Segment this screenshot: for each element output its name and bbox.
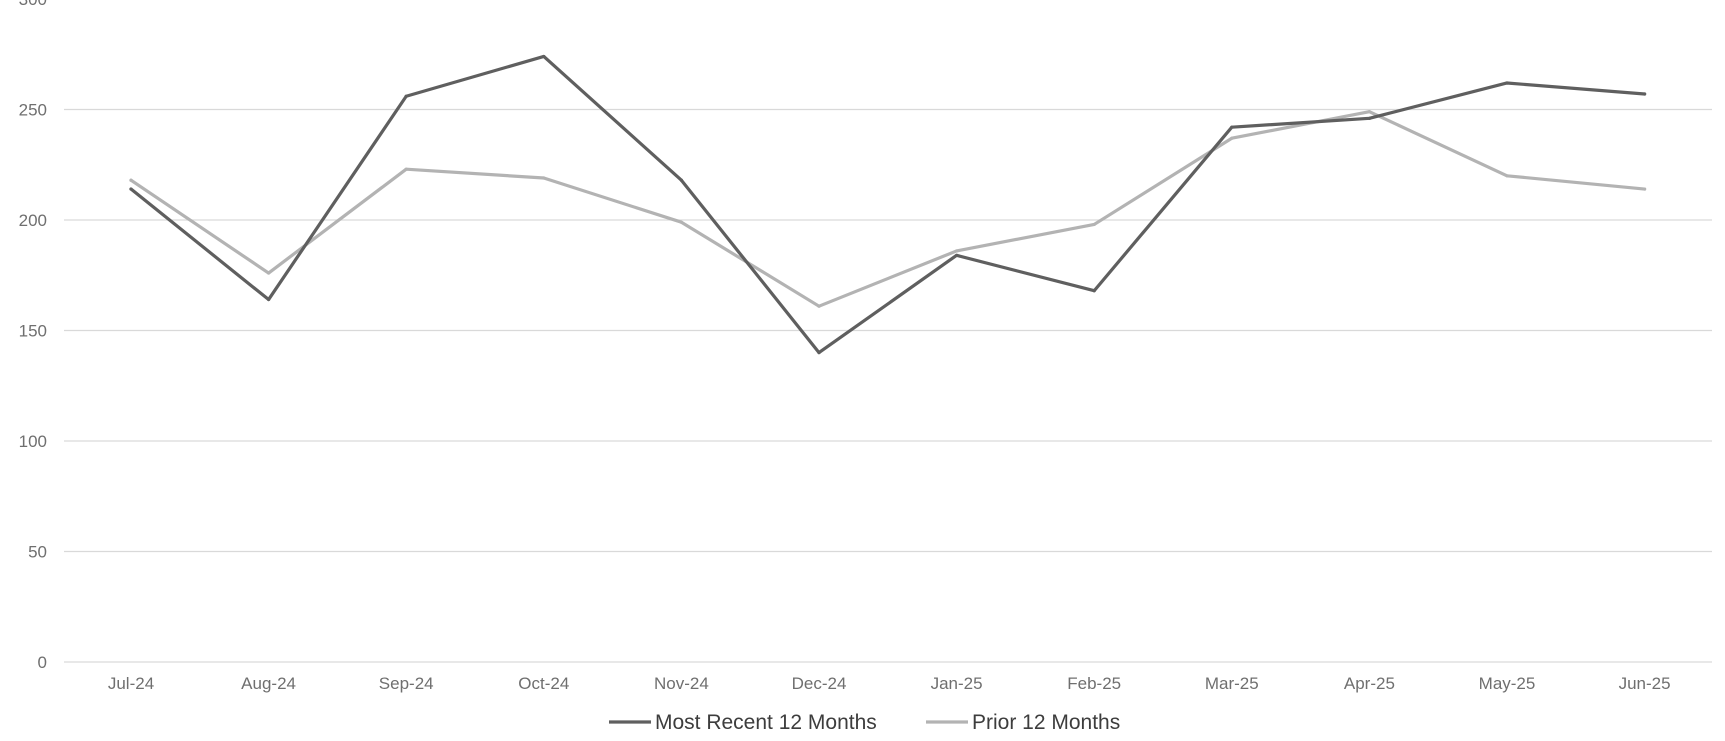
x-tick-label: Dec-24: [792, 674, 847, 693]
data-point: [955, 253, 959, 257]
x-axis-tick-labels: Jul-24 Aug-24 Sep-24 Oct-24 Nov-24 Dec-24 Jan-…: [108, 674, 1671, 693]
data-point: [817, 351, 821, 355]
x-tick-label: Jul-24: [108, 674, 154, 693]
data-point: [1643, 92, 1647, 96]
legend-item: Most Recent 12 Months: [609, 711, 877, 734]
data-point: [679, 178, 684, 182]
x-tick-label: Nov-24: [654, 674, 709, 693]
data-point: [1367, 116, 1371, 120]
data-point: [542, 176, 546, 180]
data-point: [1505, 174, 1509, 178]
x-tick-label: Mar-25: [1205, 674, 1259, 693]
data-point: [267, 271, 271, 275]
y-tick-label: 200: [19, 211, 47, 230]
y-tick-label: 250: [19, 101, 47, 120]
series-0: [129, 54, 1647, 355]
data-point: [129, 187, 133, 191]
y-tick-label: 0: [38, 653, 47, 672]
series-1: [129, 110, 1647, 308]
data-point: [679, 220, 684, 224]
data-point: [1092, 222, 1096, 227]
data-point: [1230, 125, 1234, 129]
data-point: [1643, 187, 1647, 191]
data-point: [267, 297, 271, 302]
legend-label: Prior 12 Months: [972, 711, 1120, 734]
data-point: [404, 94, 408, 98]
y-axis-tick-labels: 0 50 100 150 200 250 300: [19, 0, 47, 672]
x-tick-label: May-25: [1479, 674, 1536, 693]
y-tick-label: 100: [19, 432, 47, 451]
x-tick-label: Apr-25: [1344, 674, 1395, 693]
x-tick-label: Jun-25: [1619, 674, 1671, 693]
legend-label: Most Recent 12 Months: [655, 711, 877, 734]
data-point: [542, 54, 546, 59]
data-point: [955, 249, 959, 253]
legend: Most Recent 12 Months Prior 12 Months: [609, 711, 1120, 734]
series-line: [129, 54, 1647, 355]
series-lines: [129, 54, 1647, 355]
x-tick-label: Aug-24: [241, 674, 296, 693]
data-point: [1092, 289, 1096, 293]
y-tick-label: 50: [28, 543, 47, 562]
x-tick-label: Jan-25: [931, 674, 983, 693]
x-tick-label: Feb-25: [1067, 674, 1121, 693]
y-tick-label: 150: [19, 322, 47, 341]
data-point: [1367, 110, 1371, 114]
x-tick-label: Oct-24: [518, 674, 569, 693]
data-point: [1505, 81, 1509, 85]
data-point: [129, 178, 133, 182]
data-point: [1230, 136, 1234, 140]
gridlines: [64, 108, 1712, 663]
series-line: [129, 110, 1647, 308]
data-point: [404, 167, 408, 171]
legend-item: Prior 12 Months: [926, 711, 1120, 734]
y-tick-label: 300: [19, 0, 47, 9]
x-tick-label: Sep-24: [379, 674, 434, 693]
data-point: [817, 304, 821, 308]
